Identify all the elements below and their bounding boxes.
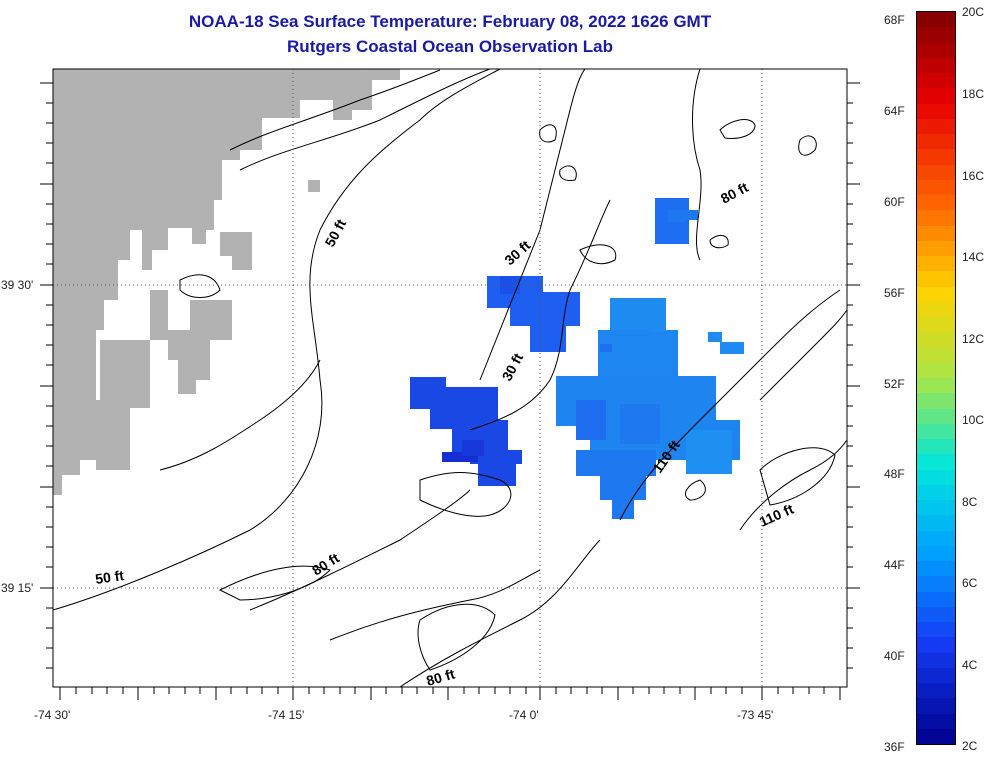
colorbar-band (917, 27, 955, 43)
colorbar-band (917, 332, 955, 348)
colorbar-band (917, 57, 955, 73)
colorbar-band (917, 195, 955, 211)
colorbar-band (917, 484, 955, 500)
colorbar-f-label: 40F (884, 649, 905, 663)
colorbar-f-label: 68F (884, 13, 905, 27)
colorbar-f-label: 44F (884, 558, 905, 572)
colorbar-band (917, 423, 955, 439)
colorbar-band (917, 728, 955, 744)
colorbar-band (917, 591, 955, 607)
grid-lines (53, 69, 847, 687)
y-tick-label: 39 15' (1, 581, 33, 595)
colorbar-band (917, 393, 955, 409)
colorbar-f-label: 36F (884, 740, 905, 754)
colorbar-band (917, 164, 955, 180)
colorbar-band (917, 439, 955, 455)
colorbar-band (917, 667, 955, 683)
colorbar-band (917, 134, 955, 150)
colorbar-f-label: 48F (884, 467, 905, 481)
colorbar-band (917, 179, 955, 195)
contour-label: 50 ft (94, 567, 125, 587)
colorbar-band (917, 88, 955, 104)
colorbar-band (917, 652, 955, 668)
axis-ticks (40, 82, 860, 700)
colorbar-band (917, 240, 955, 256)
colorbar (916, 11, 956, 745)
colorbar-band (917, 73, 955, 89)
map-border (52, 68, 848, 688)
colorbar-c-label: 12C (962, 332, 985, 346)
colorbar-band (917, 225, 955, 241)
land-mass (53, 69, 400, 495)
colorbar-band (917, 347, 955, 363)
colorbar-band (917, 500, 955, 516)
colorbar-c-label: 10C (962, 413, 985, 427)
colorbar-band (917, 210, 955, 226)
x-tick-label: -74 15' (268, 708, 304, 722)
colorbar-band (917, 561, 955, 577)
colorbar-band (917, 515, 955, 531)
colorbar-c-label: 2C (962, 739, 978, 753)
colorbar-c-label: 16C (962, 169, 985, 183)
map-subtitle: Rutgers Coastal Ocean Observation Lab (287, 37, 613, 56)
map-title: NOAA-18 Sea Surface Temperature: Februar… (188, 12, 712, 31)
colorbar-band (917, 103, 955, 119)
colorbar-band (917, 301, 955, 317)
colorbar-band (917, 469, 955, 485)
x-tick-label: -74 30' (34, 708, 70, 722)
colorbar-band (917, 530, 955, 546)
colorbar-band (917, 378, 955, 394)
colorbar-band (917, 362, 955, 378)
colorbar-band (917, 713, 955, 729)
colorbar-c-label: 20C (962, 5, 985, 19)
colorbar-band (917, 606, 955, 622)
colorbar-band (917, 118, 955, 134)
colorbar-f-label: 52F (884, 377, 905, 391)
colorbar-band (917, 149, 955, 165)
colorbar-band (917, 271, 955, 287)
x-tick-label: -73 45' (737, 708, 773, 722)
colorbar-c-label: 8C (962, 495, 978, 509)
colorbar-c-label: 14C (962, 250, 985, 264)
colorbar-band (917, 256, 955, 272)
colorbar-band (917, 12, 955, 28)
colorbar-band (917, 622, 955, 638)
bathymetry-contours (52, 68, 848, 688)
colorbar-c-label: 6C (962, 576, 978, 590)
y-tick-label: 39 30' (1, 278, 33, 292)
contour-label: 80 ft (424, 665, 456, 688)
colorbar-band (917, 317, 955, 333)
colorbar-band (917, 698, 955, 714)
colorbar-band (917, 42, 955, 58)
colorbar-band (917, 637, 955, 653)
colorbar-f-label: 56F (884, 286, 905, 300)
colorbar-band (917, 576, 955, 592)
colorbar-c-label: 18C (962, 87, 985, 101)
colorbar-f-label: 60F (884, 195, 905, 209)
colorbar-band (917, 454, 955, 470)
colorbar-band (917, 683, 955, 699)
colorbar-band (917, 408, 955, 424)
colorbar-band (917, 286, 955, 302)
colorbar-f-label: 64F (884, 104, 905, 118)
colorbar-c-label: 4C (962, 658, 978, 672)
x-tick-label: -74 0' (509, 708, 539, 722)
colorbar-band (917, 545, 955, 561)
